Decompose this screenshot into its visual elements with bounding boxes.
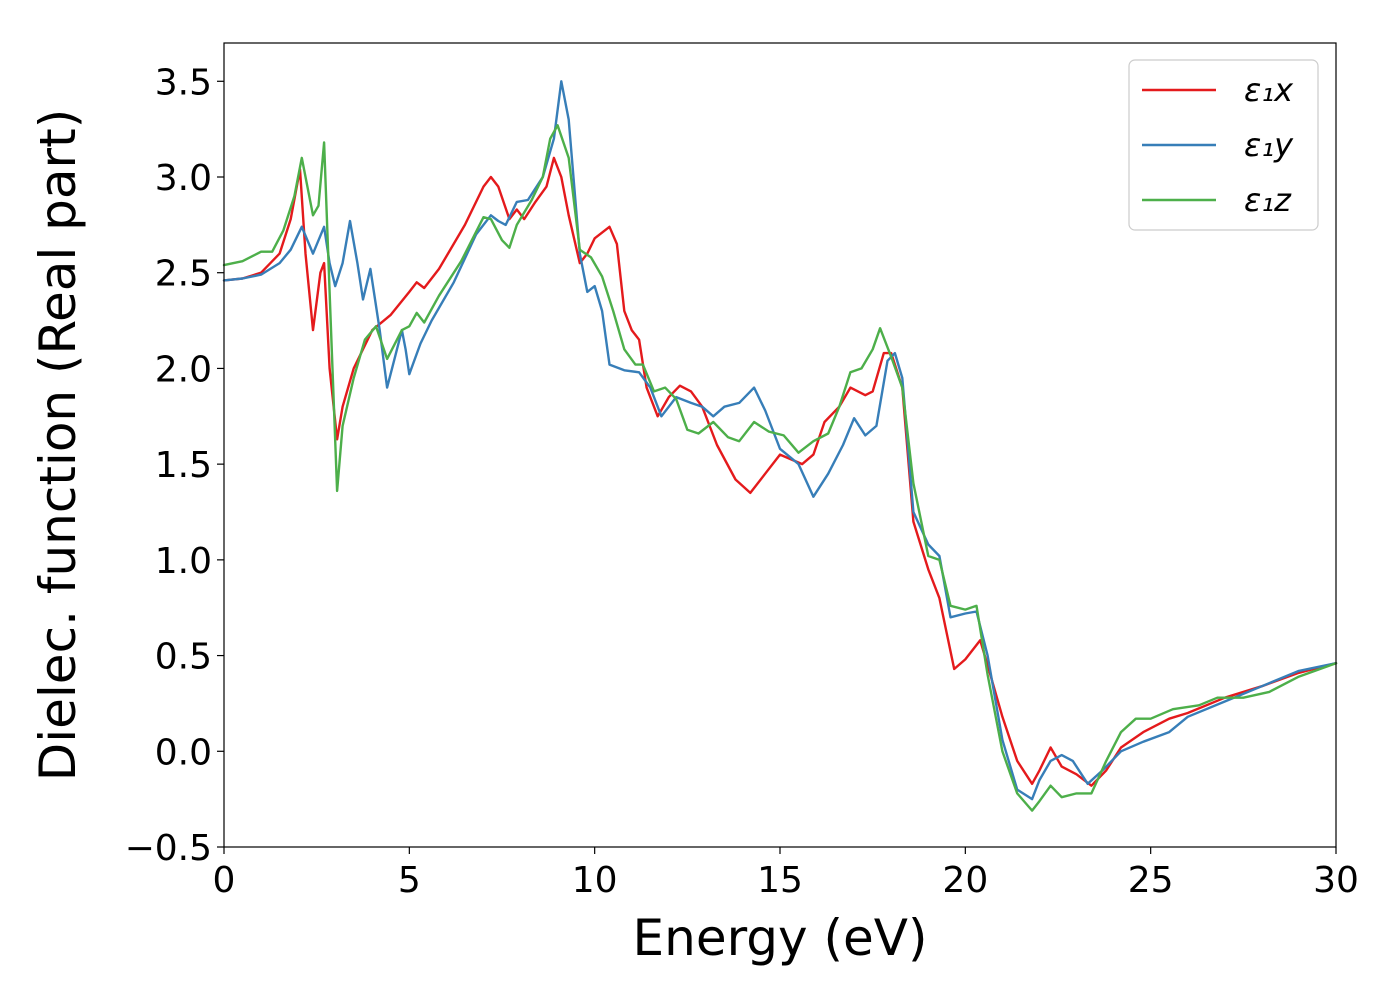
- x-axis-ticks: 0 5 10 15 20 25 30: [213, 847, 1359, 901]
- series-line-3: [222, 124, 1338, 812]
- x-tick-label: 25: [1128, 860, 1174, 901]
- y-tick-label: 2.0: [155, 349, 212, 390]
- legend-entries: ε₁x ε₁y ε₁z: [1142, 71, 1294, 219]
- legend-label: ε₁x: [1244, 71, 1294, 109]
- y-tick-label: 0.5: [155, 637, 212, 678]
- x-tick-label: 15: [757, 860, 803, 901]
- x-tick-label: 30: [1313, 860, 1359, 901]
- y-axis-ticks: −0.5 0.0 0.5 1.0 1.5 2.0 2.5 3.0 3.5: [125, 62, 224, 869]
- legend-box: [1128, 59, 1319, 231]
- x-tick-label: 0: [213, 860, 236, 901]
- x-tick-label: 5: [398, 860, 421, 901]
- y-tick-label: 2.5: [155, 254, 212, 295]
- y-axis-title: Dielec. function (Real part): [29, 109, 87, 781]
- y-tick-label: 3.0: [155, 158, 212, 199]
- series-line-2: [222, 80, 1338, 801]
- x-tick-label: 10: [572, 860, 618, 901]
- legend-label: ε₁z: [1244, 181, 1292, 219]
- legend: ε₁x ε₁y ε₁z: [1128, 59, 1319, 231]
- y-tick-label: 1.5: [155, 445, 212, 486]
- x-tick-label: 20: [942, 860, 988, 901]
- y-tick-label: −0.5: [125, 828, 212, 869]
- legend-label: ε₁y: [1244, 126, 1294, 164]
- y-tick-label: 3.5: [155, 62, 212, 103]
- y-tick-label: 1.0: [155, 541, 212, 582]
- series-group: [222, 80, 1338, 812]
- x-axis-title: Energy (eV): [633, 909, 928, 967]
- y-tick-label: 0.0: [155, 732, 212, 773]
